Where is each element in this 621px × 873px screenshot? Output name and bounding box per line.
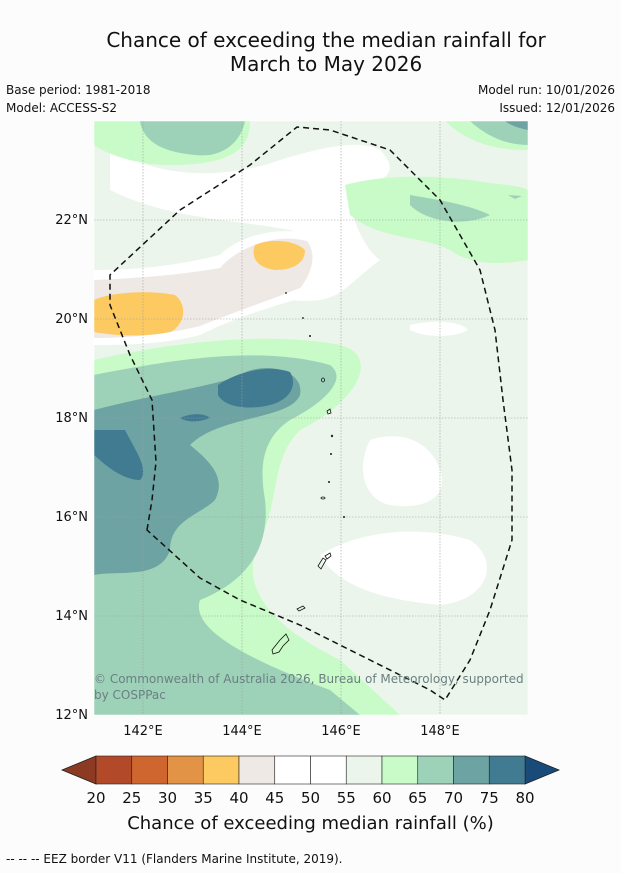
field-55-a: [362, 436, 442, 507]
field-70-top: [140, 121, 245, 156]
colorbar-tick-label: 30: [158, 789, 177, 807]
field-70-topright: [470, 121, 528, 145]
lat-label-20: 20°N: [55, 312, 88, 327]
colorbar-tick-label: 60: [372, 789, 391, 807]
field-55-b: [320, 531, 487, 605]
contour-field: [94, 121, 528, 715]
lat-axis: 12°N 14°N 16°N 18°N 20°N 22°N: [55, 213, 88, 723]
colorbar-segment: [453, 755, 490, 785]
colorbar-high-arrow: [524, 755, 561, 785]
colorbar-segment: [417, 755, 454, 785]
field-80-b: [218, 368, 294, 408]
colorbar-tick-label: 50: [301, 789, 320, 807]
meta-right: Model run: 10/01/2026 Issued: 12/01/2026: [478, 81, 615, 117]
colorbar-segment: [202, 755, 240, 785]
lat-label-18: 18°N: [55, 411, 88, 426]
colorbar-tick-label: 40: [229, 789, 248, 807]
title-line-1: Chance of exceeding the median rainfall …: [106, 28, 546, 52]
field-55-d: [410, 321, 468, 336]
lat-label-22: 22°N: [55, 213, 88, 228]
eez-border: [109, 126, 513, 702]
lat-label-14: 14°N: [55, 609, 88, 624]
legend-title: Chance of exceeding median rainfall (%): [127, 813, 494, 834]
colorbar-tick-label: 45: [265, 789, 284, 807]
field-75-topright: [505, 121, 528, 130]
field-80-a: [94, 430, 144, 480]
colorbar-tick-label: 80: [515, 789, 534, 807]
colorbar-segment: [345, 755, 383, 785]
colorbar-tick-label: 25: [122, 789, 141, 807]
meta-left: Base period: 1981-2018 Model: ACCESS-S2: [6, 81, 151, 117]
copyright-notice: © Commonwealth of Australia 2026, Bureau…: [94, 672, 524, 702]
field-70-right-b: [508, 195, 522, 199]
colorbar-low-arrow: [60, 755, 97, 785]
lon-label-144: 144°E: [222, 724, 262, 739]
islands: [271, 292, 345, 655]
colorbar-segment: [95, 755, 133, 785]
field-40-a: [94, 292, 184, 336]
field-40-b: [253, 240, 305, 270]
colorbar: 20 25 30 35 40 45 50 55 60 65 70 75 80: [60, 755, 561, 807]
colorbar-ticks: 20 25 30 35 40 45 50 55 60 65 70 75 80: [86, 789, 534, 807]
colorbar-tick-label: 65: [408, 789, 427, 807]
lon-label-142: 142°E: [123, 724, 163, 739]
map-frame: [93, 120, 529, 716]
lon-label-146: 146°E: [321, 724, 361, 739]
colorbar-tick-label: 35: [194, 789, 213, 807]
gridlines: [94, 121, 528, 715]
colorbar-tick-label: 55: [337, 789, 356, 807]
colorbar-tick-label: 20: [86, 789, 105, 807]
issued-date: Issued: 12/01/2026: [499, 101, 615, 115]
colorbar-tick-label: 70: [444, 789, 463, 807]
colorbar-tick-label: 75: [480, 789, 499, 807]
lat-label-16: 16°N: [55, 510, 88, 525]
field-55-c: [110, 144, 390, 301]
field-75: [94, 367, 301, 575]
colorbar-segment: [167, 755, 204, 785]
field-80-c: [180, 414, 210, 422]
colorbar-segment: [381, 755, 419, 785]
field-70-right-a: [410, 195, 490, 222]
lon-axis: 142°E 144°E 146°E 148°E: [123, 724, 460, 739]
map-title: Chance of exceeding the median rainfall …: [0, 28, 621, 76]
model-name: Model: ACCESS-S2: [6, 101, 118, 115]
eez-footnote: -- -- -- EEZ border V11 (Flanders Marine…: [6, 852, 343, 866]
colorbar-segment: [488, 755, 526, 785]
lon-label-148: 148°E: [420, 724, 460, 739]
title-line-2: March to May 2026: [229, 52, 423, 76]
base-period: Base period: 1981-2018: [6, 83, 151, 97]
model-run: Model run: 10/01/2026: [477, 83, 615, 97]
colorbar-segments: [95, 755, 526, 785]
colorbar-segment: [131, 755, 168, 785]
lat-label-12: 12°N: [55, 708, 88, 723]
colorbar-segment: [238, 755, 276, 785]
colorbar-segment: [274, 755, 311, 785]
colorbar-segment: [310, 755, 347, 785]
